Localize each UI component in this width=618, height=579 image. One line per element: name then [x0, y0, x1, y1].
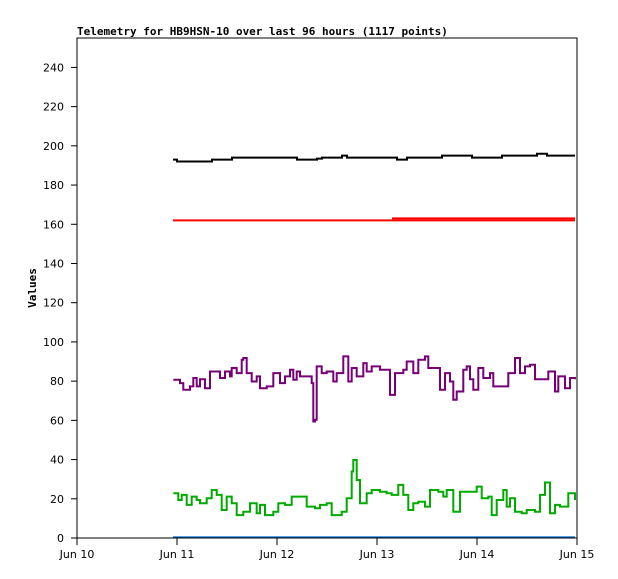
y-tick-label: 80 — [50, 375, 64, 388]
y-tick-label: 140 — [43, 257, 64, 270]
x-tick-label: Jun 14 — [459, 548, 495, 561]
y-tick-label: 40 — [50, 454, 64, 467]
x-tick-label: Jun 15 — [559, 548, 595, 561]
y-tick-label: 200 — [43, 140, 64, 153]
y-tick-label: 60 — [50, 414, 64, 427]
y-tick-label: 20 — [50, 493, 64, 506]
series-line-purple — [173, 355, 576, 423]
y-tick-label: 180 — [43, 179, 64, 192]
y-tick-label: 100 — [43, 336, 64, 349]
y-axis-label: Values — [26, 268, 39, 308]
y-tick-label: 160 — [43, 218, 64, 231]
y-tick-label: 120 — [43, 297, 64, 310]
axes: 0 20 40 60 80 100 120 140 160 180 200 220 240 Jun 10 J… — [43, 61, 594, 561]
series-line-green — [173, 459, 576, 517]
y-tick-label: 240 — [43, 61, 64, 74]
chart-title: Telemetry for HB9HSN-10 over last 96 hou… — [77, 25, 448, 38]
series-group — [173, 152, 576, 539]
y-tick-label: 220 — [43, 101, 64, 114]
x-tick-label: Jun 11 — [159, 548, 195, 561]
plot-frame — [76, 37, 578, 539]
x-tick-label: Jun 13 — [359, 548, 395, 561]
y-tick-label: 0 — [57, 532, 64, 545]
series-line-black — [173, 152, 575, 163]
x-tick-label: Jun 12 — [259, 548, 295, 561]
x-tick-label: Jun 10 — [59, 548, 95, 561]
